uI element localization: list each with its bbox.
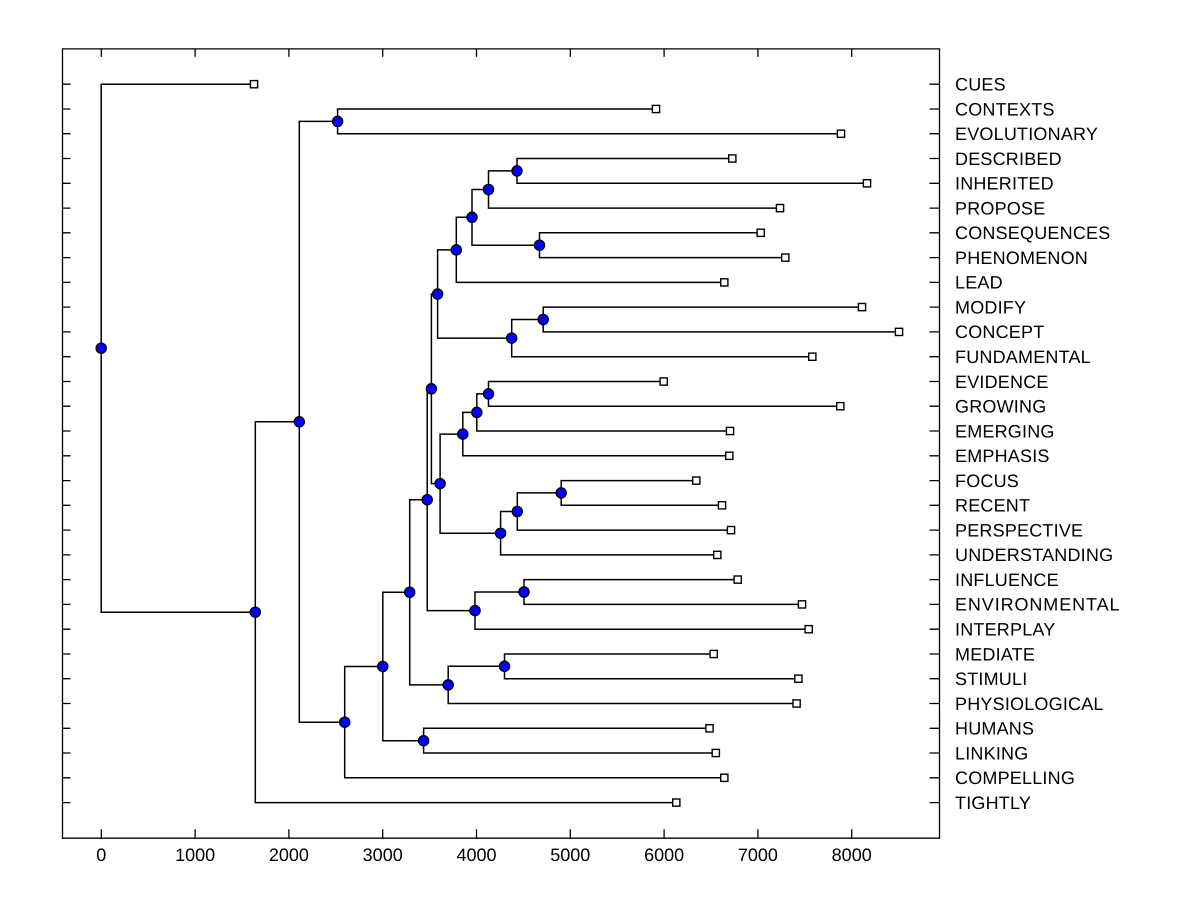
svg-text:4000: 4000 — [456, 845, 496, 865]
svg-text:RECENT: RECENT — [955, 496, 1030, 516]
svg-text:CONTEXTS: CONTEXTS — [955, 99, 1055, 119]
svg-text:FUNDAMENTAL: FUNDAMENTAL — [955, 347, 1091, 367]
svg-text:UNDERSTANDING: UNDERSTANDING — [955, 545, 1113, 565]
svg-text:COMPELLING: COMPELLING — [955, 768, 1075, 788]
svg-text:HUMANS: HUMANS — [955, 719, 1034, 739]
svg-text:DESCRIBED: DESCRIBED — [955, 149, 1062, 169]
svg-text:TIGHTLY: TIGHTLY — [955, 793, 1031, 813]
svg-text:LEAD: LEAD — [955, 273, 1003, 293]
svg-text:FOCUS: FOCUS — [955, 471, 1019, 491]
svg-text:PHENOMENON: PHENOMENON — [955, 248, 1088, 268]
svg-text:PROPOSE: PROPOSE — [955, 198, 1045, 218]
svg-text:2000: 2000 — [269, 845, 309, 865]
svg-text:0: 0 — [96, 845, 106, 865]
svg-text:PHYSIOLOGICAL: PHYSIOLOGICAL — [955, 694, 1104, 714]
svg-text:8000: 8000 — [832, 845, 872, 865]
svg-text:CONSEQUENCES: CONSEQUENCES — [955, 223, 1110, 243]
svg-text:EVIDENCE: EVIDENCE — [955, 372, 1049, 392]
svg-text:LINKING: LINKING — [955, 743, 1028, 763]
svg-text:MODIFY: MODIFY — [955, 297, 1026, 317]
svg-text:EMPHASIS: EMPHASIS — [955, 446, 1050, 466]
svg-text:STIMULI: STIMULI — [955, 669, 1027, 689]
svg-text:5000: 5000 — [550, 845, 590, 865]
svg-text:PERSPECTIVE: PERSPECTIVE — [955, 520, 1083, 540]
svg-text:EMERGING: EMERGING — [955, 421, 1055, 441]
svg-text:INTERPLAY: INTERPLAY — [955, 620, 1056, 640]
svg-text:ENVIRONMENTAL: ENVIRONMENTAL — [955, 595, 1120, 615]
svg-text:7000: 7000 — [738, 845, 778, 865]
svg-text:INFLUENCE: INFLUENCE — [955, 570, 1059, 590]
svg-text:3000: 3000 — [363, 845, 403, 865]
svg-text:INHERITED: INHERITED — [955, 174, 1054, 194]
svg-text:MEDIATE: MEDIATE — [955, 644, 1035, 664]
svg-text:CONCEPT: CONCEPT — [955, 322, 1044, 342]
svg-text:CUES: CUES — [955, 75, 1006, 95]
svg-text:6000: 6000 — [644, 845, 684, 865]
svg-text:EVOLUTIONARY: EVOLUTIONARY — [955, 124, 1098, 144]
svg-text:1000: 1000 — [175, 845, 215, 865]
svg-text:GROWING: GROWING — [955, 397, 1046, 417]
